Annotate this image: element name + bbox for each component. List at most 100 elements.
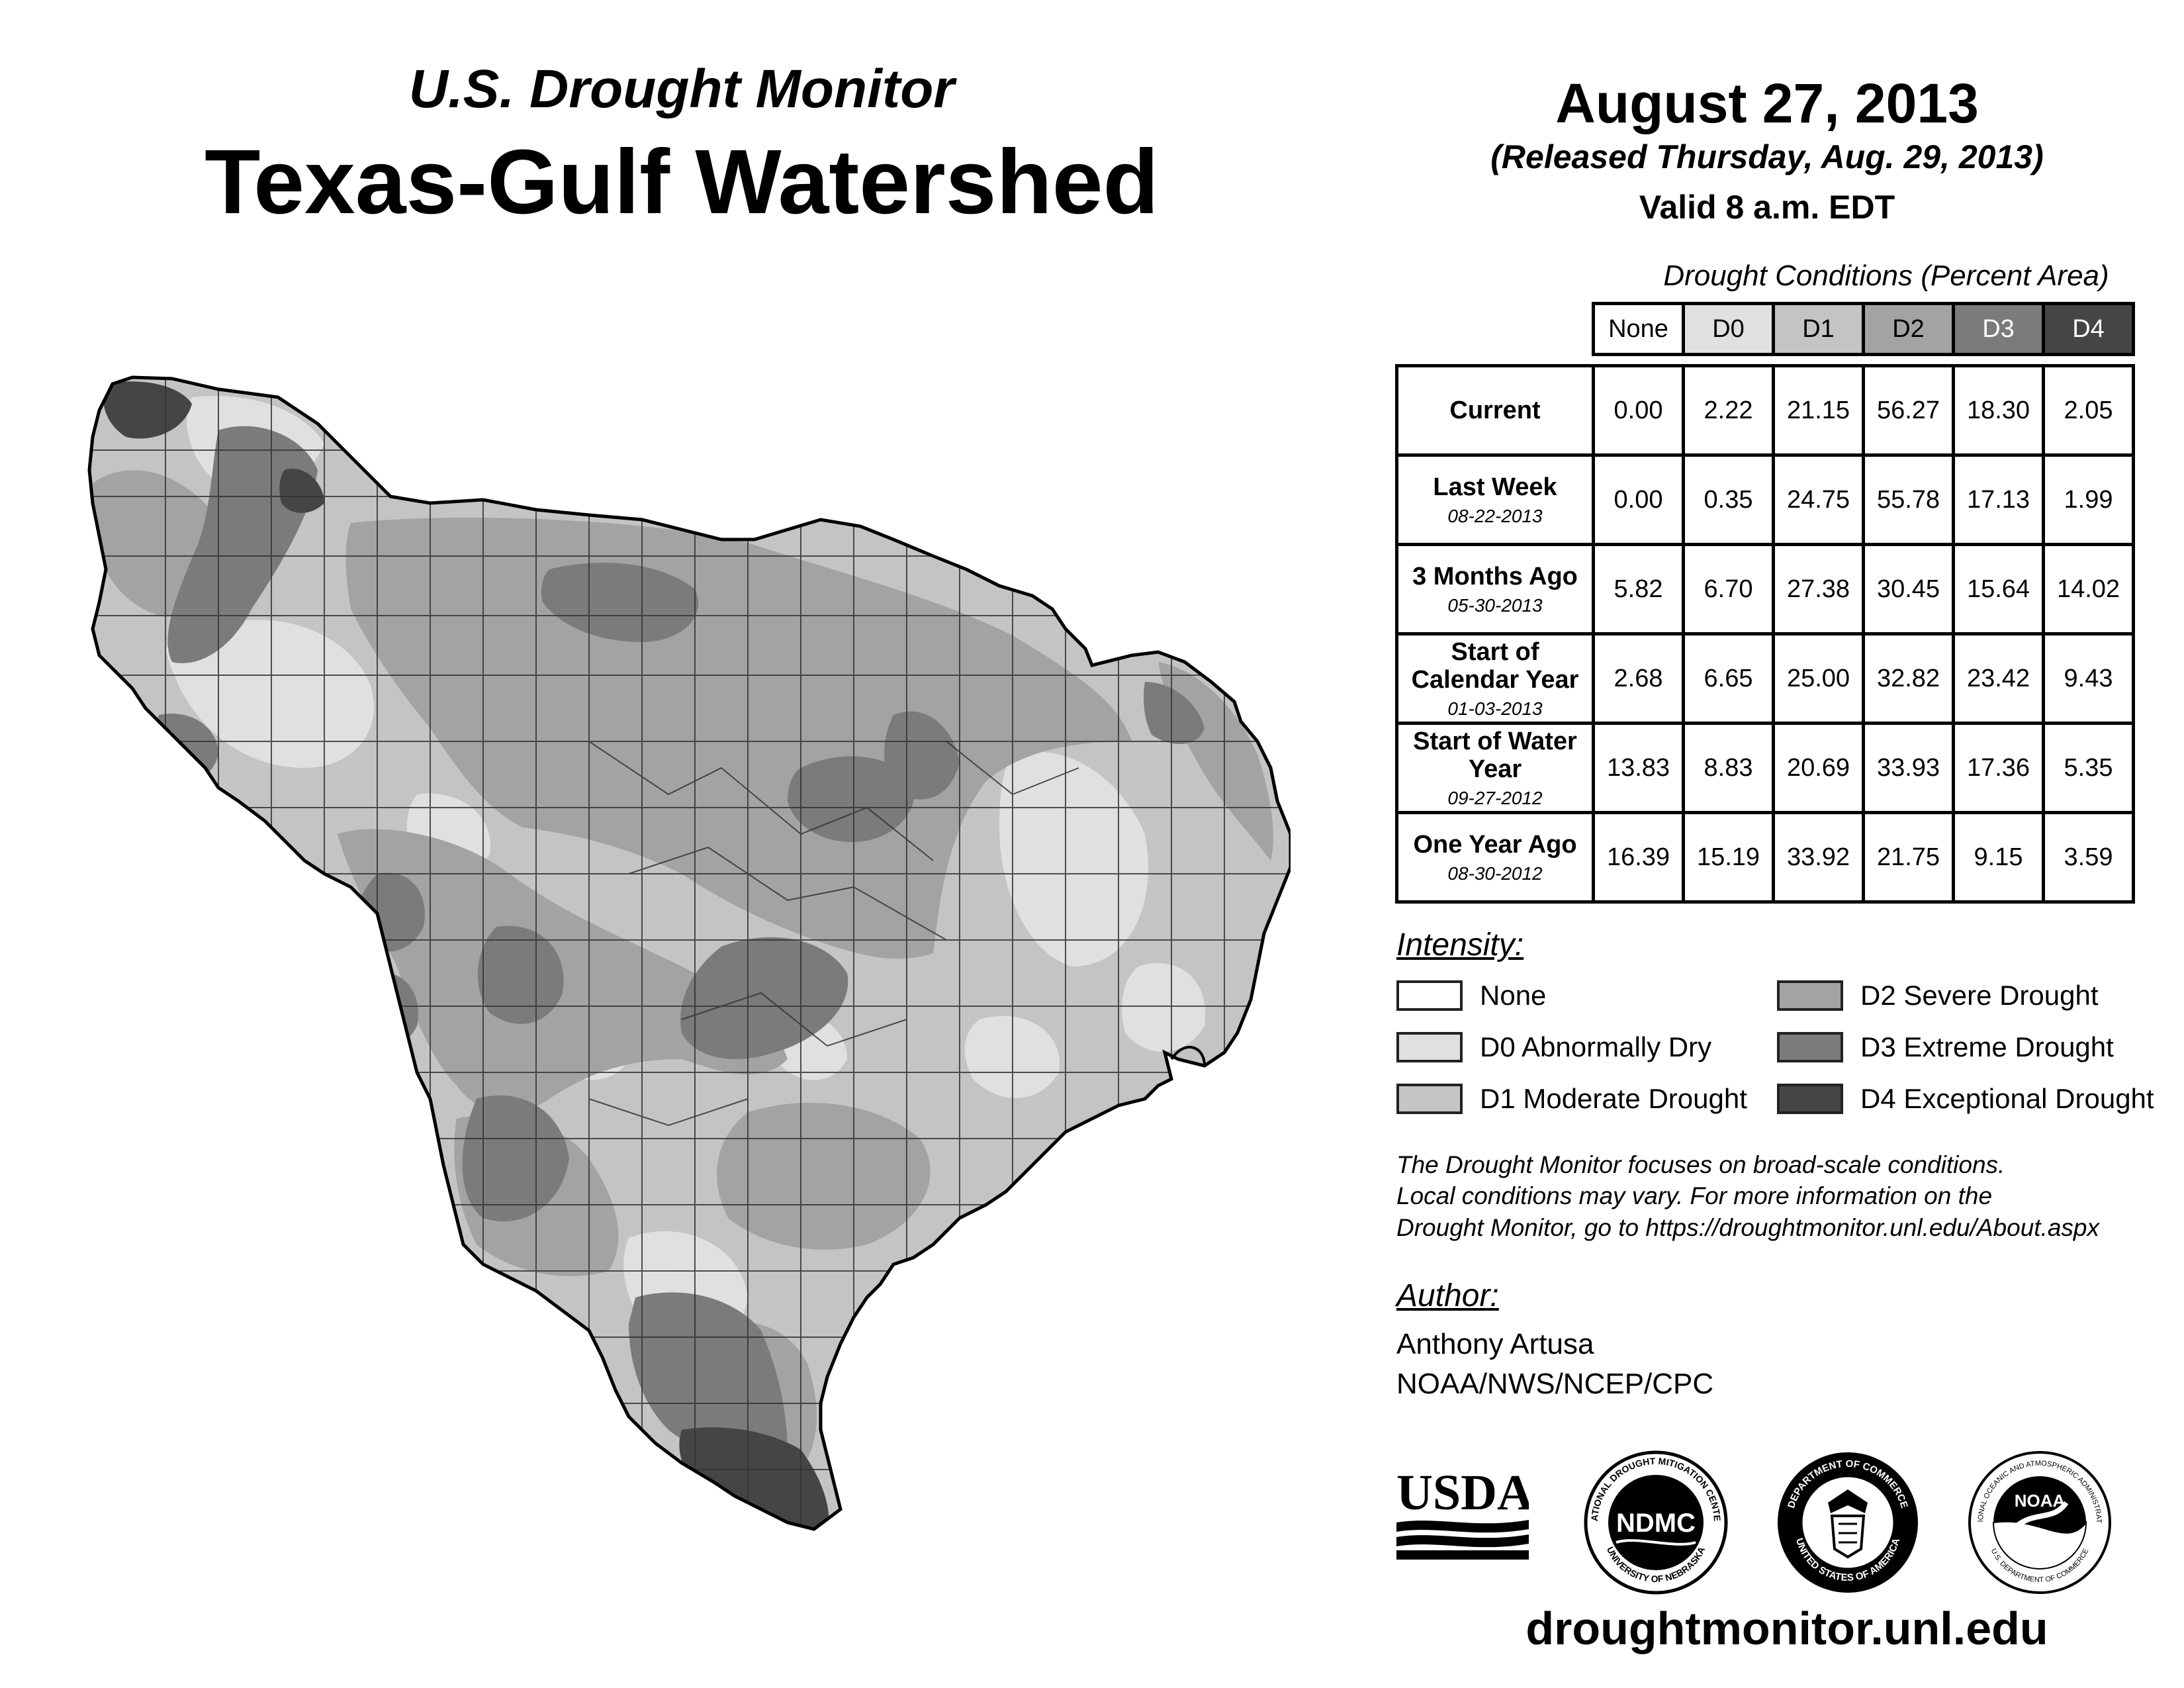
row-label-text: One Year Ago	[1413, 831, 1577, 859]
noaa-logo: NATIONAL OCEANIC AND ATMOSPHERIC ADMINIS…	[1967, 1450, 2111, 1594]
table-cell: 0.00	[1592, 453, 1685, 546]
author-org: NOAA/NWS/NCEP/CPC	[1396, 1368, 1714, 1400]
legend-swatch	[1777, 1084, 1843, 1114]
table-row: Start of Calendar Year 01-03-2013 2.68 6.65…	[1395, 632, 2135, 725]
table-cell: 2.22	[1682, 364, 1775, 457]
row-label: Start of Water Year 09-27-2012	[1395, 722, 1595, 814]
table-cell: 0.00	[1592, 364, 1685, 457]
row-date: 05-30-2013	[1447, 594, 1543, 616]
legend-label: D3 Extreme Drought	[1860, 1031, 2114, 1062]
usda-logo: USDA	[1396, 1465, 1529, 1560]
row-label: Start of Calendar Year 01-03-2013	[1395, 632, 1595, 725]
commerce-seal: DEPARTMENT OF COMMERCE UNITED STATES OF …	[1778, 1452, 1918, 1593]
legend-heading: Intensity:	[1396, 927, 1524, 962]
legend-swatch	[1396, 980, 1463, 1011]
row-date: 01-03-2013	[1447, 698, 1543, 719]
author-heading: Author:	[1396, 1278, 1499, 1313]
table-cell: 17.13	[1952, 453, 2045, 546]
valid-date: August 27, 2013	[1555, 72, 1979, 134]
table-cell: 5.35	[2042, 722, 2135, 814]
author-name: Anthony Artusa	[1396, 1328, 1594, 1360]
table-cell: 27.38	[1772, 543, 1865, 635]
table-cell: 21.15	[1772, 364, 1865, 457]
table-cell: 15.19	[1682, 811, 1775, 904]
row-label: One Year Ago 08-30-2012	[1395, 811, 1595, 904]
release-date: (Released Thursday, Aug. 29, 2013)	[1490, 138, 2044, 175]
row-label: 3 Months Ago 05-30-2013	[1395, 543, 1595, 635]
legend-item-d3: D3 Extreme Drought	[1777, 1031, 2114, 1063]
row-date: 08-22-2013	[1447, 505, 1543, 526]
noaa-logo-text: NOAA	[2015, 1491, 2066, 1511]
legend-swatch	[1396, 1032, 1463, 1062]
col-header-d2: D2	[1862, 302, 1955, 356]
drought-conditions-table: None D0 D1 D2 D3 D4 Current 0.00 2.22 21.15…	[1395, 302, 2135, 904]
table-cell: 6.65	[1682, 632, 1775, 725]
table-cell: 8.83	[1682, 722, 1775, 814]
row-label-text: Start of Calendar Year	[1411, 637, 1579, 694]
table-cell: 15.64	[1952, 543, 2045, 635]
table-cell: 13.83	[1592, 722, 1685, 814]
legend-label: D1 Moderate Drought	[1480, 1083, 1747, 1114]
table-corner	[1396, 303, 1595, 355]
row-label-text: Current	[1449, 396, 1541, 424]
note-line: Local conditions may vary. For more info…	[1396, 1182, 1993, 1210]
legend-item-d4: D4 Exceptional Drought	[1777, 1083, 2154, 1115]
table-cell: 3.59	[2042, 811, 2135, 904]
table-row: 3 Months Ago 05-30-2013 5.82 6.70 27.38 30.45…	[1395, 543, 2135, 635]
table-cell: 9.15	[1952, 811, 2045, 904]
valid-time: Valid 8 a.m. EDT	[1639, 189, 1895, 226]
watershed-drought-map	[86, 371, 1291, 1562]
table-cell: 23.42	[1952, 632, 2045, 725]
row-label-text: Start of Water Year	[1413, 727, 1577, 784]
table-cell: 33.93	[1862, 722, 1955, 814]
footer-url-link[interactable]: droughtmonitor.unl.edu	[1525, 1603, 2048, 1654]
legend-item-d1: D1 Moderate Drought	[1396, 1083, 1747, 1115]
table-cell: 16.39	[1592, 811, 1685, 904]
row-date: 09-27-2012	[1447, 787, 1543, 808]
table-cell: 24.75	[1772, 453, 1865, 546]
note-line: The Drought Monitor focuses on broad-sca…	[1396, 1151, 2005, 1178]
row-label-text: Last Week	[1433, 473, 1557, 502]
table-cell: 33.92	[1772, 811, 1865, 904]
table-cell: 56.27	[1862, 364, 1955, 457]
table-row: One Year Ago 08-30-2012 16.39 15.19 33.92 21.…	[1395, 811, 2135, 904]
map-title: Texas-Gulf Watershed	[205, 131, 1159, 233]
table-cell: 2.68	[1592, 632, 1685, 725]
legend-item-d0: D0 Abnormally Dry	[1396, 1031, 1711, 1063]
table-cell: 18.30	[1952, 364, 2045, 457]
table-cell: 5.82	[1592, 543, 1685, 635]
legend-item-d2: D2 Severe Drought	[1777, 980, 2099, 1011]
usda-logo-text: USDA	[1396, 1465, 1529, 1521]
table-cell: 32.82	[1862, 632, 1955, 725]
legend-swatch	[1777, 980, 1843, 1011]
legend-swatch	[1396, 1084, 1463, 1114]
legend-label: D4 Exceptional Drought	[1860, 1083, 2154, 1114]
legend-item-none: None	[1396, 980, 1546, 1011]
legend-swatch	[1777, 1032, 1843, 1062]
table-row: Start of Water Year 09-27-2012 13.83 8.83 20…	[1395, 722, 2135, 814]
col-header-d4: D4	[2042, 302, 2135, 356]
table-cell: 20.69	[1772, 722, 1865, 814]
legend-label: D0 Abnormally Dry	[1480, 1031, 1712, 1062]
row-label: Last Week 08-22-2013	[1395, 453, 1595, 546]
ndmc-logo: NATIONAL DROUGHT MITIGATION CENTER UNIVE…	[1583, 1450, 1728, 1595]
table-row: Current 0.00 2.22 21.15 56.27 18.30 2.05	[1395, 364, 2135, 457]
col-header-d1: D1	[1772, 302, 1865, 356]
disclaimer-note: The Drought Monitor focuses on broad-sca…	[1396, 1149, 2164, 1243]
note-line: Drought Monitor, go to https://droughtmo…	[1396, 1213, 2099, 1241]
table-cell: 55.78	[1862, 453, 1955, 546]
col-header-d3: D3	[1952, 302, 2045, 356]
table-cell: 14.02	[2042, 543, 2135, 635]
table-cell: 0.35	[1682, 453, 1775, 546]
col-header-none: None	[1592, 302, 1685, 356]
table-cell: 6.70	[1682, 543, 1775, 635]
table-cell: 2.05	[2042, 364, 2135, 457]
col-header-d0: D0	[1682, 302, 1775, 356]
legend-label: D2 Severe Drought	[1860, 980, 2099, 1011]
row-label-text: 3 Months Ago	[1412, 563, 1578, 591]
table-cell: 9.43	[2042, 632, 2135, 725]
table-cell: 1.99	[2042, 453, 2135, 546]
ndmc-logo-text: NDMC	[1616, 1509, 1696, 1538]
table-cell: 30.45	[1862, 543, 1955, 635]
table-row: Last Week 08-22-2013 0.00 0.35 24.75 55.78 17.…	[1395, 453, 2135, 546]
